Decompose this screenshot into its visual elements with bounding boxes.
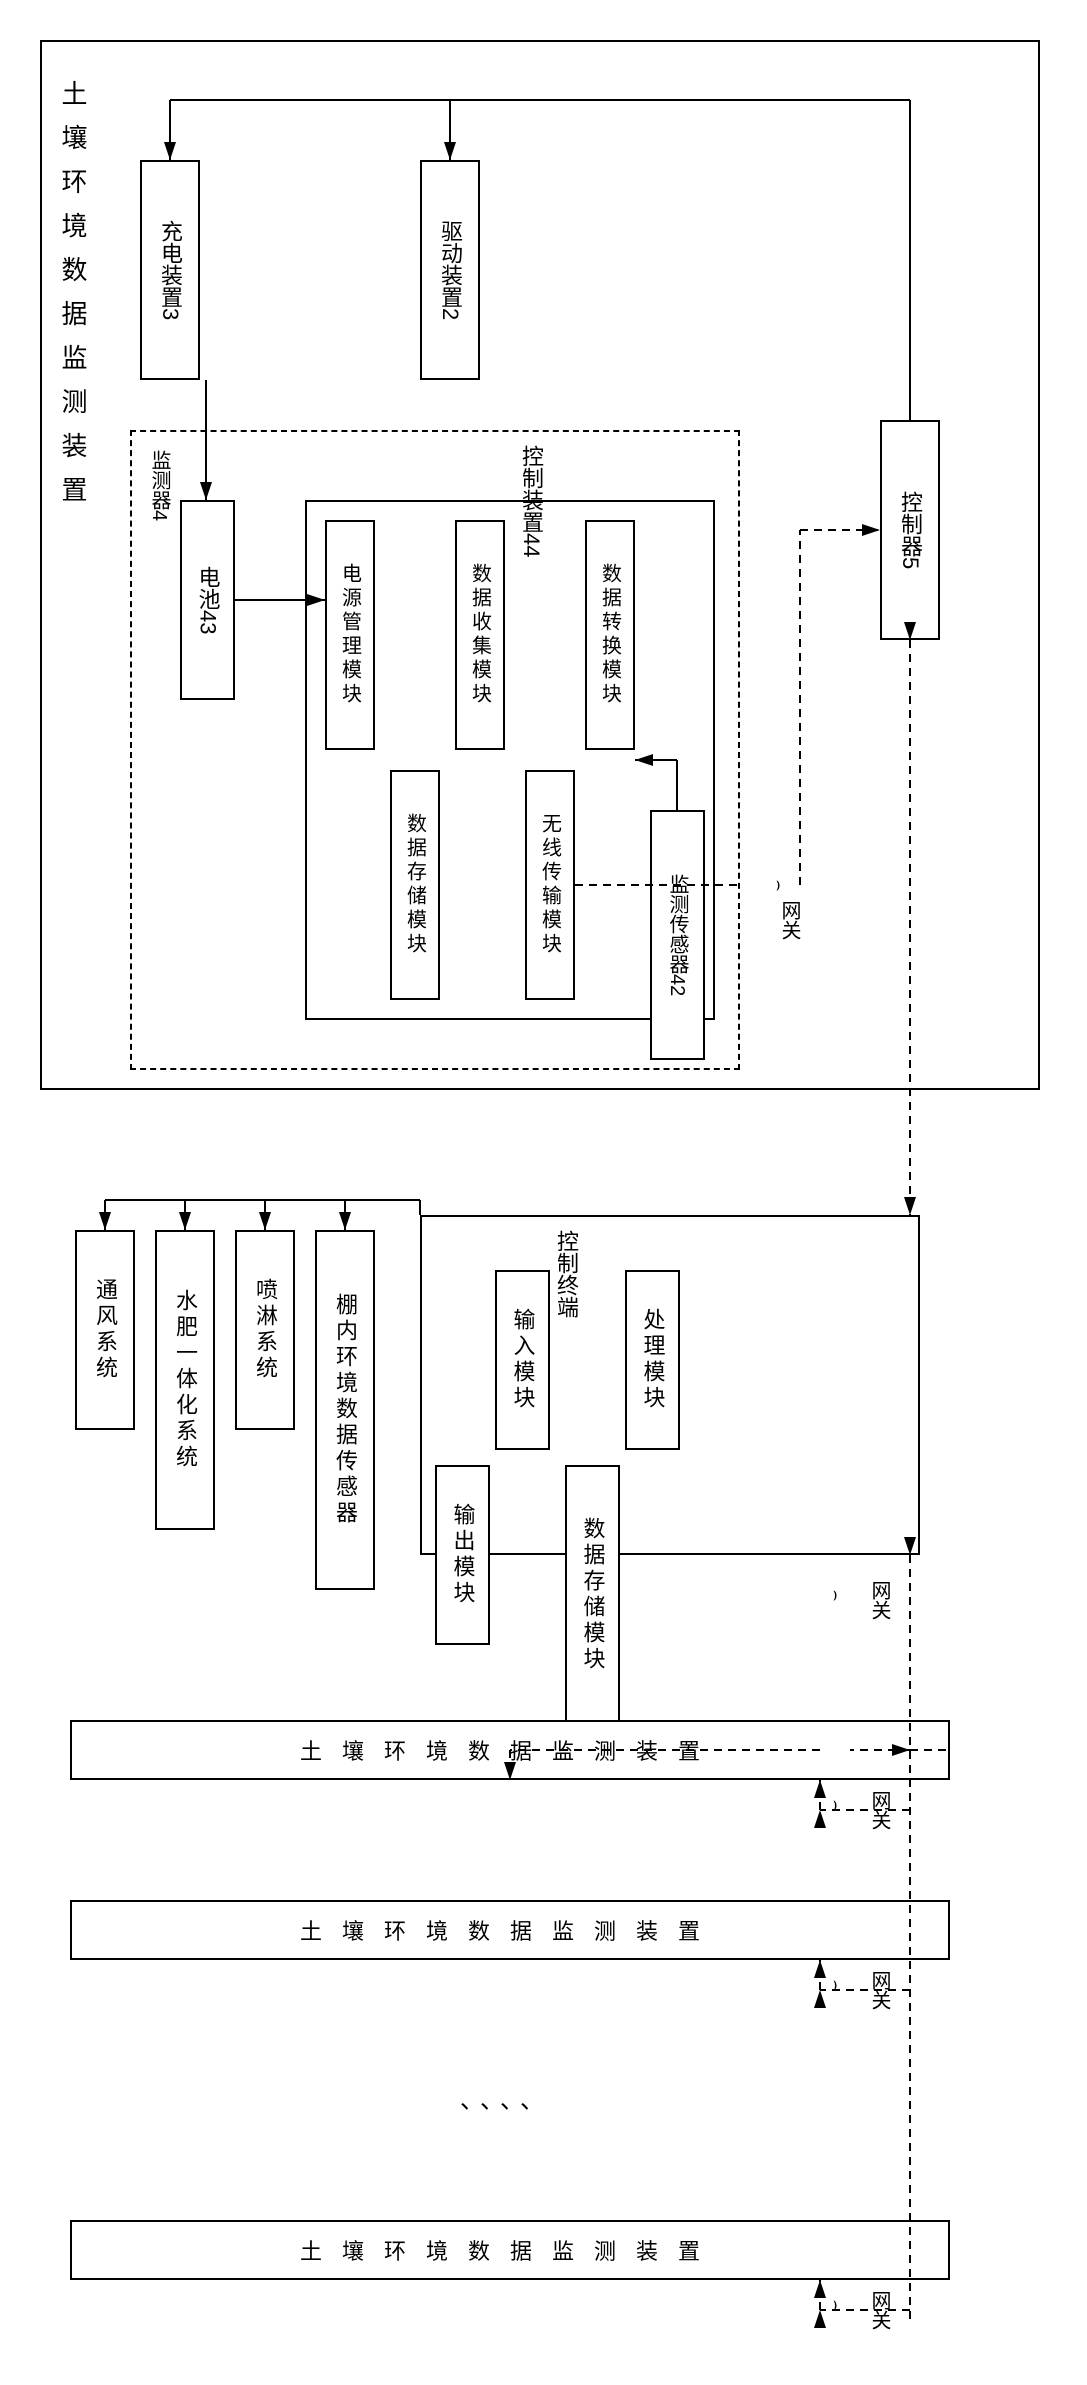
wifi-icon-4: ⌢ [825,1980,846,1992]
monitor-sensor [580,445,635,490]
output-module: 输出模块 [435,1465,490,1645]
monitor-sensor-box [560,1025,615,1065]
monitor-sensor-42: 监测传感器42 [650,810,705,1060]
gateway-label-1: 网关 [775,900,804,940]
control-terminal-label: 控制终端 [550,1230,582,1318]
gateway-label-4: 网关 [865,1970,894,2010]
device-copy-1: 土壤环境数据监测装置 [70,1720,950,1780]
process-module: 处理模块 [625,1270,680,1450]
ventilation-system: 通风系统 [75,1230,135,1430]
drive-device: 驱动装置2 [420,160,480,380]
gateway-label-3: 网关 [865,1790,894,1830]
control-device-44-label: 控制装置44 [515,445,547,557]
main-device-title: 土壤环境数据监测装置 [55,80,92,520]
gateway-label-2: 网关 [865,1580,894,1620]
device-copy-2: 土壤环境数据监测装置 [70,1900,950,1960]
data-convert-module: 数据转换模块 [585,520,635,750]
ellipsis: 、、、、 [460,2080,552,2115]
water-fert-system: 水肥一体化系统 [155,1230,215,1530]
gateway-label-5: 网关 [865,2290,894,2330]
wireless-tx-module: 无线传输模块 [525,770,575,1000]
wifi-icon-3: ⌢ [825,1800,846,1812]
power-mgmt-module: 电源管理模块 [325,520,375,750]
device-copy-3: 土壤环境数据监测装置 [70,2220,950,2280]
controller-5: 控制器5 [880,420,940,640]
battery: 电池43 [180,500,235,700]
data-collect-module: 数据收集模块 [455,520,505,750]
monitor-label: 监测器4 [145,450,174,521]
wifi-icon-2: ⌢ [825,1590,846,1602]
charging-device: 充电装置3 [140,160,200,380]
terminal-data-store-module: 数据存储模块 [565,1465,620,1725]
env-sensor: 棚内环境数据传感器 [315,1230,375,1590]
wifi-icon-5: ⌢ [825,2300,846,2312]
input-module: 输入模块 [495,1270,550,1450]
diagram-canvas: 土壤环境数据监测装置 充电装置3 驱动装置2 监测器4 电池43 控制装置44 … [20,20,1067,2365]
spray-system: 喷淋系统 [235,1230,295,1430]
wifi-icon-1: ⌢ [768,880,789,892]
data-store-module: 数据存储模块 [390,770,440,1000]
